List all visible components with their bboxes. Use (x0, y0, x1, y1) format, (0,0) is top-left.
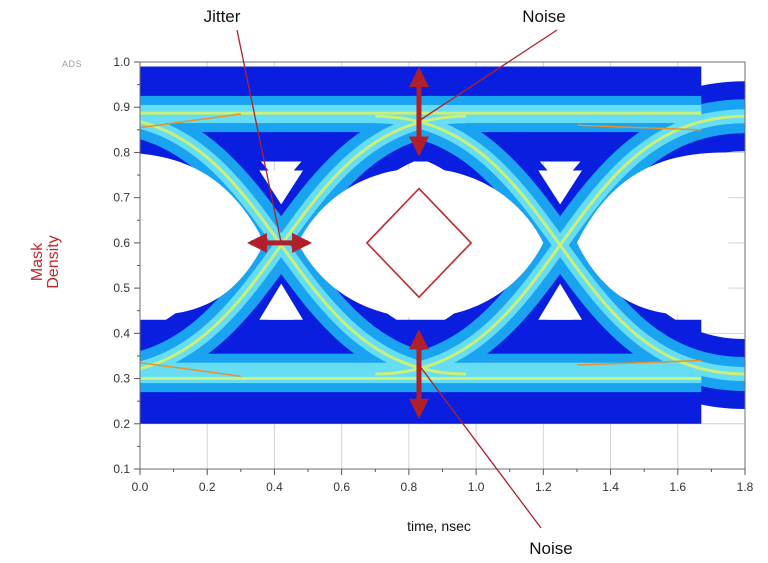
y-tick-label: 0.8 (113, 145, 130, 159)
annotation-label-noise: Noise (529, 539, 572, 558)
x-tick-label: 1.4 (602, 480, 619, 494)
annotations: Jitter Noise Noise (204, 7, 573, 558)
axis-ticks: 0.0 0.2 0.4 0.6 0.8 1.0 1.2 1.4 1.6 1.8 0.1 0.2 0.3 0… (113, 55, 753, 494)
x-tick-label: 0.8 (401, 480, 418, 494)
annotation-leader-line (418, 364, 542, 529)
eye-opening (297, 168, 544, 318)
eye-hot-trace (140, 113, 241, 129)
y-axis-label-line-1: Mask (29, 242, 46, 281)
eye-hot-trace (140, 361, 241, 378)
eye-hot-trace (576, 124, 702, 131)
x-tick-label: 0.4 (266, 480, 283, 494)
y-tick-label: 0.2 (113, 417, 130, 431)
x-tick-label: 0.0 (132, 480, 149, 494)
brand-label: ADS (62, 59, 82, 69)
y-tick-label: 0.5 (113, 281, 130, 295)
lobe-gap-upper (538, 170, 582, 205)
x-tick-label: 1.0 (468, 480, 485, 494)
eye-opening-left (140, 153, 265, 316)
lobe-gap-lower (259, 283, 303, 320)
y-tick-label: 0.3 (113, 372, 130, 386)
annotation-label-noise: Noise (522, 7, 565, 26)
x-tick-label: 0.2 (199, 480, 216, 494)
mask-diamond (365, 187, 473, 299)
annotation-leader-line (418, 29, 558, 122)
eye-opening-right (576, 152, 729, 316)
lobe-gap-lower (538, 283, 582, 320)
x-tick-label: 0.6 (333, 480, 350, 494)
y-axis-label-line-2: Density (45, 235, 62, 288)
y-tick-label: 0.9 (113, 100, 130, 114)
y-tick-label: 1.0 (113, 55, 130, 69)
x-tick-label: 1.8 (737, 480, 754, 494)
annotation-label-jitter: Jitter (204, 7, 241, 26)
y-tick-label: 0.6 (113, 236, 130, 250)
y-tick-label: 0.1 (113, 462, 130, 476)
y-tick-label: 0.4 (113, 326, 130, 340)
y-tick-label: 0.7 (113, 191, 130, 205)
eye-edge-rising-core (375, 114, 745, 376)
eye-mask (365, 187, 473, 299)
lobe-gap-upper (259, 170, 303, 205)
x-axis-label: time, nsec (407, 518, 471, 534)
x-tick-label: 1.6 (669, 480, 686, 494)
x-tick-label: 1.2 (535, 480, 552, 494)
eye-hot-trace (576, 359, 702, 366)
y-axis-label: Mask Density (29, 235, 62, 288)
annotation-leader-line (236, 29, 282, 244)
